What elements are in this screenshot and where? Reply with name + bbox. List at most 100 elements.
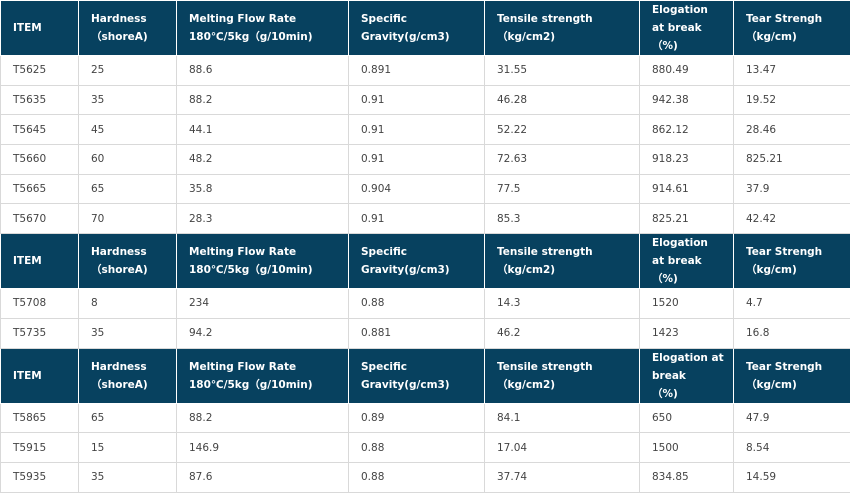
cell-tensile-strength: 37.74 [484,461,640,493]
cell-melt-flow-rate: 88.6 [176,55,349,86]
cell-specific-gravity: 0.904 [348,173,485,205]
cell-elongation-at-break: 914.61 [639,173,734,205]
cell-tear-strength: 16.8 [733,317,850,349]
cell-item: T5665 [0,173,79,205]
cell-specific-gravity: 0.88 [348,432,485,463]
cell-elongation-at-break: 862.12 [639,114,734,146]
header-specific-gravity: Specific Gravity(g/cm3) [348,0,485,56]
header-specific-gravity: Specific Gravity(g/cm3) [348,347,485,404]
header-tensile-strength: Tensile strength （kg/cm2) [484,0,640,56]
cell-elongation-at-break: 1423 [639,317,734,349]
header-row: ITEM Hardness （shoreA) Melting Flow Rate 1… [0,233,850,290]
cell-hardness: 15 [78,432,177,463]
table-row: T5708 8 234 0.88 14.3 1520 4.7 [0,288,850,319]
cell-specific-gravity: 0.881 [348,317,485,349]
cell-elongation-at-break: 1520 [639,288,734,319]
header-tensile-strength: Tensile strength （kg/cm2) [484,233,640,290]
cell-elongation-at-break: 942.38 [639,84,734,116]
cell-specific-gravity: 0.891 [348,55,485,86]
table-row: T5665 65 35.8 0.904 77.5 914.61 37.9 [0,173,850,205]
cell-tear-strength: 28.46 [733,114,850,146]
cell-tear-strength: 13.47 [733,55,850,86]
table-row: T5865 65 88.2 0.89 84.1 650 47.9 [0,402,850,434]
header-melt-flow-rate: Melting Flow Rate 180℃/5kg（g/10min) [176,233,349,290]
cell-melt-flow-rate: 48.2 [176,144,349,175]
cell-elongation-at-break: 834.85 [639,461,734,493]
cell-specific-gravity: 0.91 [348,203,485,235]
header-row: ITEM Hardness （shoreA) Melting Flow Rate 1… [0,347,850,404]
header-hardness: Hardness （shoreA) [78,347,177,404]
cell-item: T5645 [0,114,79,146]
header-row: ITEM Hardness （shoreA) Melting Flow Rate 1… [0,0,850,56]
cell-tensile-strength: 14.3 [484,288,640,319]
cell-melt-flow-rate: 234 [176,288,349,319]
cell-elongation-at-break: 825.21 [639,203,734,235]
cell-item: T5708 [0,288,79,319]
cell-tensile-strength: 85.3 [484,203,640,235]
header-item: ITEM [0,233,79,290]
header-tear-strength: Tear Strengh （kg/cm) [733,347,850,404]
cell-melt-flow-rate: 28.3 [176,203,349,235]
cell-item: T5915 [0,432,79,463]
cell-tear-strength: 14.59 [733,461,850,493]
cell-item: T5935 [0,461,79,493]
table-row: T5625 25 88.6 0.891 31.55 880.49 13.47 [0,55,850,86]
cell-melt-flow-rate: 88.2 [176,402,349,434]
header-item: ITEM [0,0,79,56]
cell-specific-gravity: 0.88 [348,461,485,493]
header-tensile-strength: Tensile strength （kg/cm2) [484,347,640,404]
table-row: T5915 15 146.9 0.88 17.04 1500 8.54 [0,432,850,463]
cell-hardness: 60 [78,144,177,175]
cell-item: T5625 [0,55,79,86]
cell-item: T5660 [0,144,79,175]
cell-item: T5670 [0,203,79,235]
table-row: T5735 35 94.2 0.881 46.2 1423 16.8 [0,317,850,349]
cell-tensile-strength: 46.2 [484,317,640,349]
cell-specific-gravity: 0.91 [348,144,485,175]
cell-tear-strength: 47.9 [733,402,850,434]
cell-hardness: 25 [78,55,177,86]
cell-tensile-strength: 72.63 [484,144,640,175]
cell-tensile-strength: 17.04 [484,432,640,463]
header-tear-strength: Tear Strengh （kg/cm) [733,233,850,290]
header-elongation-at-break: Elogation at break （%) [639,0,734,56]
header-hardness: Hardness （shoreA) [78,0,177,56]
cell-tear-strength: 8.54 [733,432,850,463]
cell-tear-strength: 37.9 [733,173,850,205]
header-specific-gravity: Specific Gravity(g/cm3) [348,233,485,290]
table-row: T5935 35 87.6 0.88 37.74 834.85 14.59 [0,461,850,493]
cell-hardness: 35 [78,461,177,493]
cell-tear-strength: 42.42 [733,203,850,235]
cell-tensile-strength: 46.28 [484,84,640,116]
cell-elongation-at-break: 880.49 [639,55,734,86]
table-row: T5670 70 28.3 0.91 85.3 825.21 42.42 [0,203,850,235]
cell-hardness: 8 [78,288,177,319]
cell-specific-gravity: 0.89 [348,402,485,434]
cell-specific-gravity: 0.91 [348,114,485,146]
cell-hardness: 65 [78,173,177,205]
header-elongation-at-break: Elogation at break （%) [639,347,734,404]
cell-elongation-at-break: 918.23 [639,144,734,175]
cell-tear-strength: 825.21 [733,144,850,175]
table-row: T5635 35 88.2 0.91 46.28 942.38 19.52 [0,84,850,116]
cell-tensile-strength: 77.5 [484,173,640,205]
cell-specific-gravity: 0.88 [348,288,485,319]
cell-tensile-strength: 52.22 [484,114,640,146]
cell-hardness: 70 [78,203,177,235]
header-elongation-at-break: Elogation at break （%) [639,233,734,290]
cell-hardness: 45 [78,114,177,146]
header-melt-flow-rate: Melting Flow Rate 180℃/5kg（g/10min) [176,0,349,56]
cell-melt-flow-rate: 94.2 [176,317,349,349]
cell-melt-flow-rate: 35.8 [176,173,349,205]
cell-specific-gravity: 0.91 [348,84,485,116]
cell-hardness: 35 [78,317,177,349]
cell-tensile-strength: 31.55 [484,55,640,86]
cell-elongation-at-break: 650 [639,402,734,434]
cell-item: T5635 [0,84,79,116]
table-row: T5660 60 48.2 0.91 72.63 918.23 825.21 [0,144,850,175]
header-melt-flow-rate: Melting Flow Rate 180℃/5kg（g/10min) [176,347,349,404]
cell-tensile-strength: 84.1 [484,402,640,434]
header-item: ITEM [0,347,79,404]
